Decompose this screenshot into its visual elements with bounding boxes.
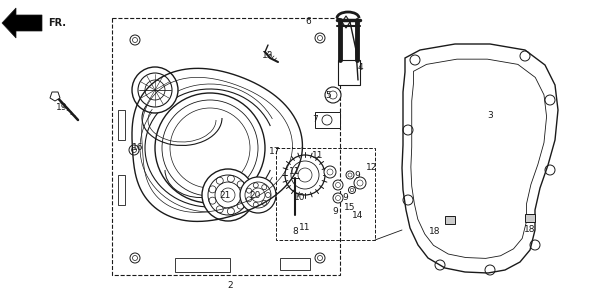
Text: 10: 10: [294, 194, 306, 203]
Text: 5: 5: [325, 91, 331, 100]
Circle shape: [155, 93, 265, 203]
Text: 14: 14: [352, 210, 363, 219]
Text: 2: 2: [227, 281, 233, 290]
Polygon shape: [525, 214, 535, 222]
Text: 9: 9: [342, 194, 348, 203]
Text: 11: 11: [289, 167, 301, 176]
Text: 16: 16: [132, 144, 144, 153]
Circle shape: [240, 177, 276, 213]
Text: 17: 17: [269, 147, 281, 157]
Circle shape: [132, 67, 178, 113]
Circle shape: [333, 180, 343, 190]
Polygon shape: [50, 92, 60, 101]
Text: 7: 7: [312, 116, 318, 125]
Circle shape: [354, 177, 366, 189]
Text: 6: 6: [305, 17, 311, 26]
Circle shape: [324, 166, 336, 178]
Text: 3: 3: [487, 110, 493, 119]
Text: 15: 15: [344, 203, 356, 212]
Circle shape: [285, 155, 325, 195]
Text: 18: 18: [525, 225, 536, 234]
Polygon shape: [2, 8, 42, 38]
Circle shape: [346, 171, 354, 179]
Text: 11: 11: [312, 150, 324, 160]
Text: 11: 11: [299, 224, 311, 232]
Text: 12: 12: [366, 163, 378, 172]
Circle shape: [333, 193, 343, 203]
Text: 13: 13: [262, 51, 274, 60]
Text: 18: 18: [430, 228, 441, 237]
Text: 20: 20: [250, 191, 261, 200]
Circle shape: [202, 169, 254, 221]
Text: 9: 9: [354, 170, 360, 179]
Text: 8: 8: [292, 228, 298, 237]
Text: 21: 21: [219, 191, 231, 200]
Polygon shape: [315, 112, 340, 128]
Circle shape: [325, 87, 341, 103]
Circle shape: [349, 187, 356, 194]
Text: 19: 19: [56, 104, 68, 113]
Text: FR.: FR.: [48, 18, 66, 28]
Text: 9: 9: [332, 207, 338, 216]
Text: 4: 4: [357, 64, 363, 73]
Polygon shape: [338, 60, 360, 85]
Polygon shape: [445, 216, 455, 224]
